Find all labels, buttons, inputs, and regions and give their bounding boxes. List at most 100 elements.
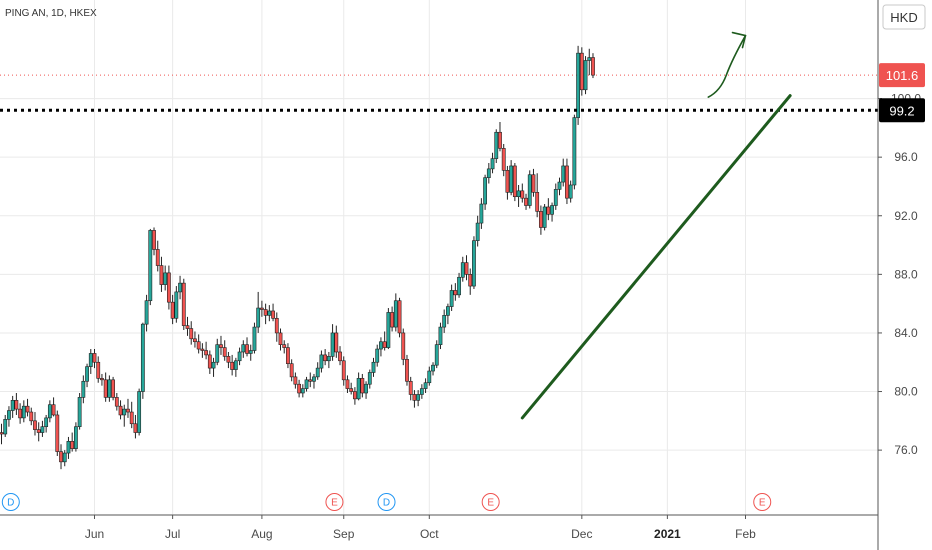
candle-body (114, 397, 119, 407)
candle-body (47, 404, 52, 419)
candle-body (323, 354, 328, 362)
price-badge-background (879, 63, 925, 88)
candle-body (286, 347, 290, 365)
symbol-title: PING AN, 1D, HKEX (5, 8, 97, 19)
candle-body (472, 240, 476, 287)
candle-body (304, 379, 309, 389)
y-tick-label: 88.0 (894, 267, 918, 281)
candle-body (520, 190, 525, 199)
candle-body (215, 344, 220, 363)
arrow-head-icon (731, 31, 747, 49)
candles (0, 45, 595, 470)
candle-body (29, 411, 34, 422)
candle-body (200, 348, 205, 351)
candle-body (237, 351, 242, 362)
candle-body (103, 379, 108, 398)
candle-body (483, 177, 488, 205)
y-tick-label: 84.0 (894, 326, 918, 340)
candle-body (479, 203, 484, 224)
candle-body (59, 451, 63, 463)
annotation-layer-above[interactable] (0, 31, 878, 420)
candle-body (386, 312, 391, 348)
event-marker-circle (753, 493, 772, 511)
candle-body (572, 117, 577, 186)
candle-body (174, 291, 179, 319)
candle-body (0, 432, 4, 435)
event-marker-circle (377, 493, 396, 511)
x-tick-label: Dec (571, 527, 592, 541)
event-marker-label: D (383, 498, 390, 509)
event-marker-circle (1, 493, 20, 511)
support-trend-line[interactable] (520, 94, 792, 420)
price-axis[interactable]: 76.080.084.088.092.096.0100.0 (878, 92, 921, 458)
price-badges: 101.6 99.2 (879, 63, 925, 123)
candle-body (468, 274, 473, 287)
candle-body (241, 344, 246, 353)
y-tick-label: 96.0 (894, 150, 918, 164)
candle-body (457, 276, 461, 296)
candle-body (531, 174, 536, 193)
candle-body (81, 380, 86, 398)
candle-body (222, 347, 227, 357)
candle-body (118, 405, 123, 416)
event-marker-circle (481, 493, 500, 511)
candle-body (408, 380, 413, 395)
candle-body (211, 361, 216, 369)
time-axis[interactable]: Jun Jul Aug Sep Oct Dec 2021 Feb (85, 515, 756, 541)
candle-body (423, 382, 428, 389)
candle-body (196, 341, 201, 350)
candle-body (557, 181, 562, 190)
candle-body (397, 300, 402, 334)
candle-body (490, 158, 495, 170)
candle-body (464, 262, 469, 275)
earnings-marker[interactable]: E (481, 493, 500, 511)
candle-body (100, 378, 104, 381)
candle-body (338, 351, 342, 362)
candle-body (133, 423, 138, 433)
candle-body (152, 230, 156, 250)
candle-body (85, 366, 89, 382)
candle-body (111, 379, 116, 398)
candle-body (550, 205, 554, 215)
trend-arrow[interactable] (707, 34, 747, 98)
candle-body (274, 317, 279, 334)
x-tick-label: Sep (333, 527, 355, 541)
candle-body (524, 197, 528, 206)
earnings-marker[interactable]: E (753, 493, 772, 511)
candle-body (308, 379, 313, 382)
candle-body (401, 332, 406, 360)
candle-body (390, 312, 395, 328)
y-tick-label: 76.0 (894, 443, 918, 457)
candle-body (88, 353, 93, 367)
currency-button[interactable]: HKD (882, 4, 926, 30)
price-badge-background (879, 98, 925, 123)
candle-body (66, 441, 71, 454)
earnings-marker[interactable]: E (325, 493, 344, 511)
candle-body (326, 356, 331, 362)
candle-body (282, 344, 287, 348)
candle-body (538, 211, 543, 228)
price-badge-label: 101.6 (886, 68, 919, 83)
candle-body (341, 360, 346, 381)
dividend-marker[interactable]: D (377, 493, 396, 511)
candle-body (278, 332, 283, 345)
candle-body (293, 376, 298, 385)
candle-body (315, 367, 320, 378)
candle-body (512, 165, 517, 198)
candle-body (300, 388, 305, 394)
candle-body (561, 165, 566, 183)
dividend-marker[interactable]: D (1, 493, 20, 511)
candle-body (546, 206, 551, 215)
candle-body (364, 383, 368, 394)
x-tick-label: Jun (85, 527, 104, 541)
candle-body (352, 391, 357, 400)
candle-body (568, 184, 573, 199)
candle-body (163, 272, 168, 285)
x-tick-label: Aug (251, 527, 272, 541)
candle-body (434, 344, 439, 366)
candle-body (565, 165, 569, 199)
candle-body (74, 426, 78, 449)
candle-body (475, 222, 480, 241)
